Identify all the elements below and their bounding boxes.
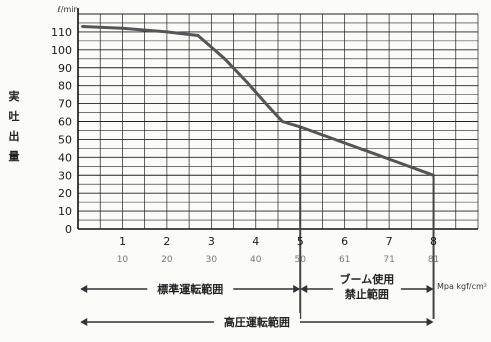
x-tick-secondary-label: 50	[294, 255, 306, 265]
range-label: 禁止範囲	[345, 287, 389, 301]
x-tick-label: 3	[208, 235, 215, 248]
x-tick-label: 8	[430, 235, 437, 248]
data-point	[245, 80, 249, 84]
chart-grid	[77, 13, 479, 230]
range-arrow-right	[426, 318, 434, 326]
y-tick-label: 90	[58, 62, 72, 75]
x-tick-secondary-label: 81	[428, 255, 439, 265]
y-tick-label: 110	[51, 26, 72, 39]
data-point	[387, 157, 391, 161]
data-point	[165, 30, 169, 34]
x-tick-label: 1	[119, 235, 126, 248]
range-arrow-right	[293, 285, 301, 293]
y-tick-label: 50	[58, 133, 72, 146]
x-tick-secondary-label: 71	[383, 255, 394, 265]
y-unit-label: ℓ/min	[56, 5, 78, 14]
y-tick-label: 30	[58, 169, 72, 182]
x-tick-label: 6	[341, 235, 348, 248]
x-tick-label: 5	[297, 235, 304, 248]
range-arrow-left	[80, 318, 88, 326]
range-label: ブーム使用	[340, 272, 395, 286]
y-tick-label: 20	[58, 187, 72, 200]
y-tick-label: 40	[58, 151, 72, 164]
y-axis-label-char: 実	[9, 89, 20, 103]
y-tick-label: 100	[51, 44, 72, 57]
y-tick-label: 60	[58, 116, 72, 129]
range-label: 高圧運転範囲	[224, 315, 290, 329]
chart-annotations	[80, 126, 435, 330]
x-tick-secondary-label: 40	[250, 255, 262, 265]
x-tick-secondary-label: 61	[339, 255, 350, 265]
data-point	[223, 57, 227, 61]
y-axis-label-char: 吐	[9, 109, 20, 123]
y-tick-label: 70	[58, 98, 72, 111]
y-axis-label-char: 出	[9, 129, 20, 143]
x-tick-label: 2	[163, 235, 170, 248]
x-tick-secondary-label: 10	[117, 255, 129, 265]
chart-series	[81, 25, 435, 177]
data-point	[343, 141, 347, 145]
chart-labels: 0 10 20 30 40 50 60 70 80 90 100 110 1 2 3 4 5 6 7 8 10 20 30 4…	[9, 5, 488, 329]
data-point	[81, 25, 84, 28]
data-point	[281, 120, 284, 123]
y-tick-label: 80	[58, 80, 72, 93]
x-tick-label: 4	[252, 235, 259, 248]
range-arrow-left	[300, 285, 308, 293]
y-tick-label: 10	[58, 205, 72, 218]
y-tick-label: 0	[65, 223, 72, 236]
data-point	[196, 34, 200, 37]
x-tick-label: 7	[386, 235, 393, 248]
x-tick-secondary-label: 20	[161, 255, 173, 265]
range-label-bg	[213, 313, 300, 330]
range-arrow-left	[80, 285, 88, 293]
range-label: 標準運転範囲	[157, 282, 223, 296]
range-arrow-right	[426, 285, 434, 293]
chart-axes	[77, 8, 478, 230]
range-label-bg	[147, 280, 234, 297]
data-point	[121, 26, 124, 30]
series-line	[82, 25, 435, 177]
data-point	[267, 105, 271, 109]
range-label-bg	[332, 271, 401, 305]
x-tick-secondary-label: 30	[206, 255, 218, 265]
x-unit-label: Mpa kgf/cm²	[437, 282, 487, 291]
y-axis-label-char: 量	[9, 150, 20, 163]
